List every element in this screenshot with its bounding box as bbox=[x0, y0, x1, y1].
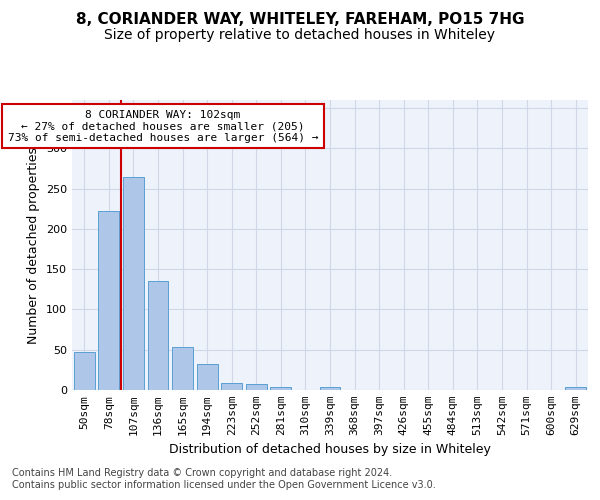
Text: Contains HM Land Registry data © Crown copyright and database right 2024.: Contains HM Land Registry data © Crown c… bbox=[12, 468, 392, 477]
Bar bbox=[197, 364, 218, 390]
Bar bbox=[565, 387, 586, 390]
Bar bbox=[320, 387, 340, 390]
Y-axis label: Number of detached properties: Number of detached properties bbox=[28, 146, 40, 344]
Bar bbox=[74, 352, 95, 390]
Bar bbox=[123, 176, 144, 390]
Text: Contains public sector information licensed under the Open Government Licence v3: Contains public sector information licen… bbox=[12, 480, 436, 490]
Bar bbox=[98, 211, 119, 390]
Bar bbox=[172, 348, 193, 390]
Bar bbox=[246, 384, 267, 390]
Bar bbox=[271, 387, 292, 390]
Text: Size of property relative to detached houses in Whiteley: Size of property relative to detached ho… bbox=[104, 28, 496, 42]
Bar bbox=[221, 383, 242, 390]
Text: 8, CORIANDER WAY, WHITELEY, FAREHAM, PO15 7HG: 8, CORIANDER WAY, WHITELEY, FAREHAM, PO1… bbox=[76, 12, 524, 28]
Text: 8 CORIANDER WAY: 102sqm
← 27% of detached houses are smaller (205)
73% of semi-d: 8 CORIANDER WAY: 102sqm ← 27% of detache… bbox=[8, 110, 318, 143]
Text: Distribution of detached houses by size in Whiteley: Distribution of detached houses by size … bbox=[169, 442, 491, 456]
Bar bbox=[148, 281, 169, 390]
